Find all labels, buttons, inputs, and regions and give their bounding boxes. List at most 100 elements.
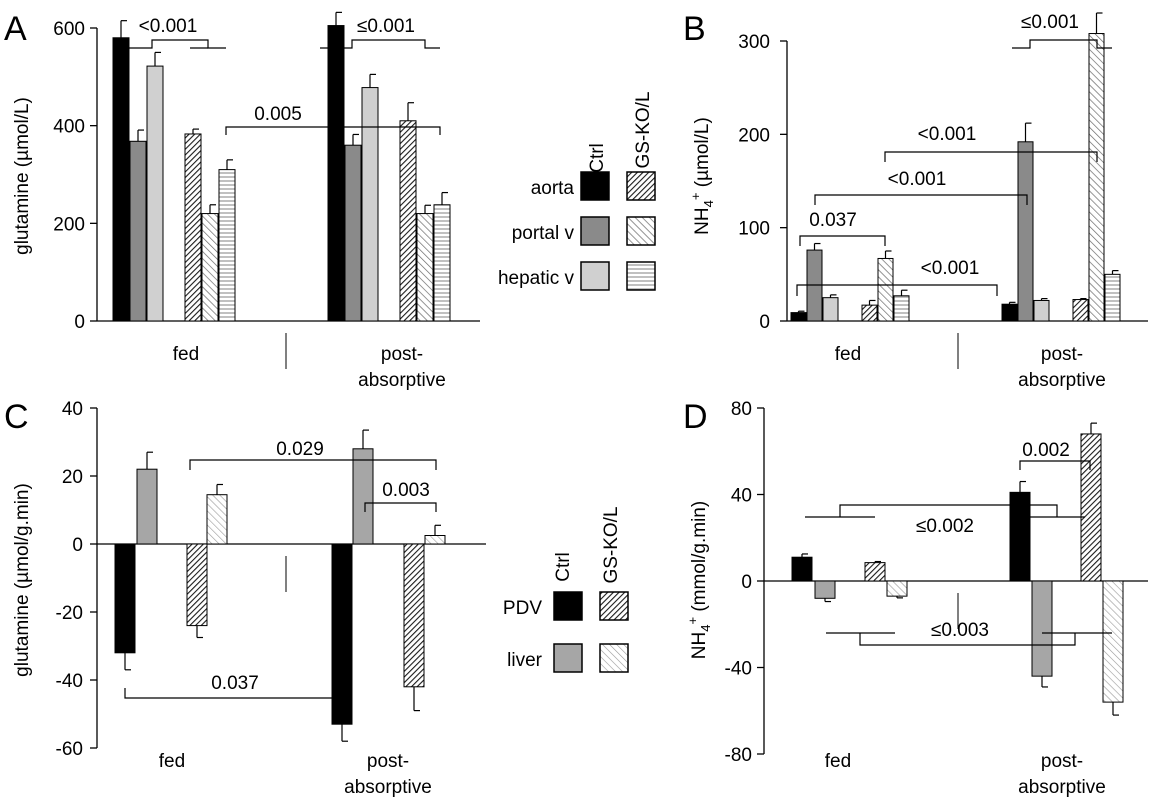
bar xyxy=(814,580,836,599)
panel-label: C xyxy=(4,398,29,436)
group-label: fed xyxy=(159,751,185,772)
sig-bracket xyxy=(796,284,998,296)
group-label: fed xyxy=(825,751,851,772)
legend-col-gs: GS-KO/L xyxy=(601,506,622,583)
bar xyxy=(1009,491,1031,582)
sig-bracket xyxy=(1012,39,1112,49)
bar xyxy=(822,297,839,322)
y-tick-label: -20 xyxy=(56,603,83,624)
bar xyxy=(114,543,136,654)
y-tick-label: 0 xyxy=(759,312,770,333)
bar xyxy=(361,87,379,322)
bar xyxy=(186,543,208,627)
y-axis-label: NH4+ (µmol/L) xyxy=(688,117,716,235)
group-label-line2: absorptive xyxy=(358,370,446,391)
annotation: <0.001 xyxy=(139,16,198,37)
bar xyxy=(877,257,894,322)
y-tick-label: 400 xyxy=(53,117,85,138)
bar xyxy=(399,120,417,322)
group-label-line2: absorptive xyxy=(344,777,432,798)
y-axis-label: NH4+ (mmol/g.min) xyxy=(685,501,713,659)
annotation: 0.003 xyxy=(382,480,430,501)
y-tick-label: -60 xyxy=(56,739,83,760)
group-label-line1: post- xyxy=(1041,751,1083,772)
sig-bracket xyxy=(814,194,1028,205)
group-label: post-absorptive xyxy=(344,751,432,798)
y-tick-label: 0 xyxy=(72,535,83,556)
bar xyxy=(1072,299,1089,322)
bar xyxy=(184,133,202,322)
legend-col-gs: GS-KO/L xyxy=(633,91,654,168)
annotation: 0.029 xyxy=(276,439,324,460)
annotation: ≤0.003 xyxy=(931,620,989,641)
bar xyxy=(416,213,434,322)
sig-bracket xyxy=(338,39,440,49)
bar xyxy=(1104,273,1121,322)
legend-row-label: liver xyxy=(507,650,543,671)
y-label-unit: (mmol/g.min) xyxy=(689,501,710,617)
bar xyxy=(403,543,425,688)
y-tick-label: 0 xyxy=(74,312,85,333)
y-tick-label: 200 xyxy=(53,214,85,235)
bar xyxy=(886,580,908,597)
y-tick-label: 600 xyxy=(53,19,85,40)
sig-bracket xyxy=(884,151,1098,162)
annotation: ≤0.002 xyxy=(916,516,974,537)
legend-swatch xyxy=(626,171,656,201)
annotation: 0.002 xyxy=(1022,440,1070,461)
legend-col-ctrl: Ctrl xyxy=(553,552,574,582)
y-tick-label: 300 xyxy=(738,32,770,53)
bar xyxy=(331,543,353,725)
sig-bracket xyxy=(799,235,886,246)
group-label: fed xyxy=(835,344,861,365)
annotation: ≤0.001 xyxy=(357,16,415,37)
bar xyxy=(790,312,807,322)
bar xyxy=(1031,580,1053,677)
bar xyxy=(1088,33,1105,322)
legend-row-label: hepatic v xyxy=(498,268,575,289)
group-label-line1: post- xyxy=(1041,344,1083,365)
legend-row-label: aorta xyxy=(531,178,575,199)
y-tick-label: 80 xyxy=(731,399,752,420)
group-label: post-absorptive xyxy=(1018,751,1106,798)
bar xyxy=(112,37,130,322)
annotation: 0.005 xyxy=(254,104,302,125)
sig-bracket xyxy=(123,39,226,49)
sig-bracket xyxy=(189,459,437,470)
group-label-line1: post- xyxy=(381,344,423,365)
sig-bracket xyxy=(364,502,437,512)
legend-swatch xyxy=(626,216,656,246)
legend-swatch xyxy=(553,591,583,621)
legend-col-ctrl: Ctrl xyxy=(587,143,608,173)
y-label-unit: (µmol/L) xyxy=(692,117,713,192)
group-label-line1: post- xyxy=(367,751,409,772)
bar xyxy=(1102,580,1124,703)
legend-swatch xyxy=(553,643,583,673)
bar xyxy=(1033,299,1050,322)
sig-bracket xyxy=(124,688,341,699)
legend-swatch xyxy=(580,216,610,246)
bar xyxy=(861,304,878,322)
y-tick-label: 0 xyxy=(741,572,752,593)
bar xyxy=(327,25,345,322)
bar xyxy=(136,468,158,545)
sig-bracket xyxy=(225,126,441,135)
annotation: <0.001 xyxy=(921,258,980,279)
bar xyxy=(206,494,228,545)
panel-label: D xyxy=(683,398,708,436)
legend-row-label: portal v xyxy=(512,223,575,244)
legend-row-label: PDV xyxy=(503,598,542,619)
bar xyxy=(129,140,147,322)
annotation: <0.001 xyxy=(888,169,947,190)
y-label-sup: + xyxy=(688,193,703,201)
sig-bracket xyxy=(1019,460,1091,470)
bar xyxy=(433,204,451,322)
group-label: post-absorptive xyxy=(358,344,446,391)
bar xyxy=(791,556,813,582)
panel-label: B xyxy=(683,10,706,48)
bar xyxy=(893,295,910,322)
y-tick-label: 40 xyxy=(731,486,752,507)
annotation: 0.037 xyxy=(211,673,259,694)
group-label-line2: absorptive xyxy=(1018,777,1106,798)
